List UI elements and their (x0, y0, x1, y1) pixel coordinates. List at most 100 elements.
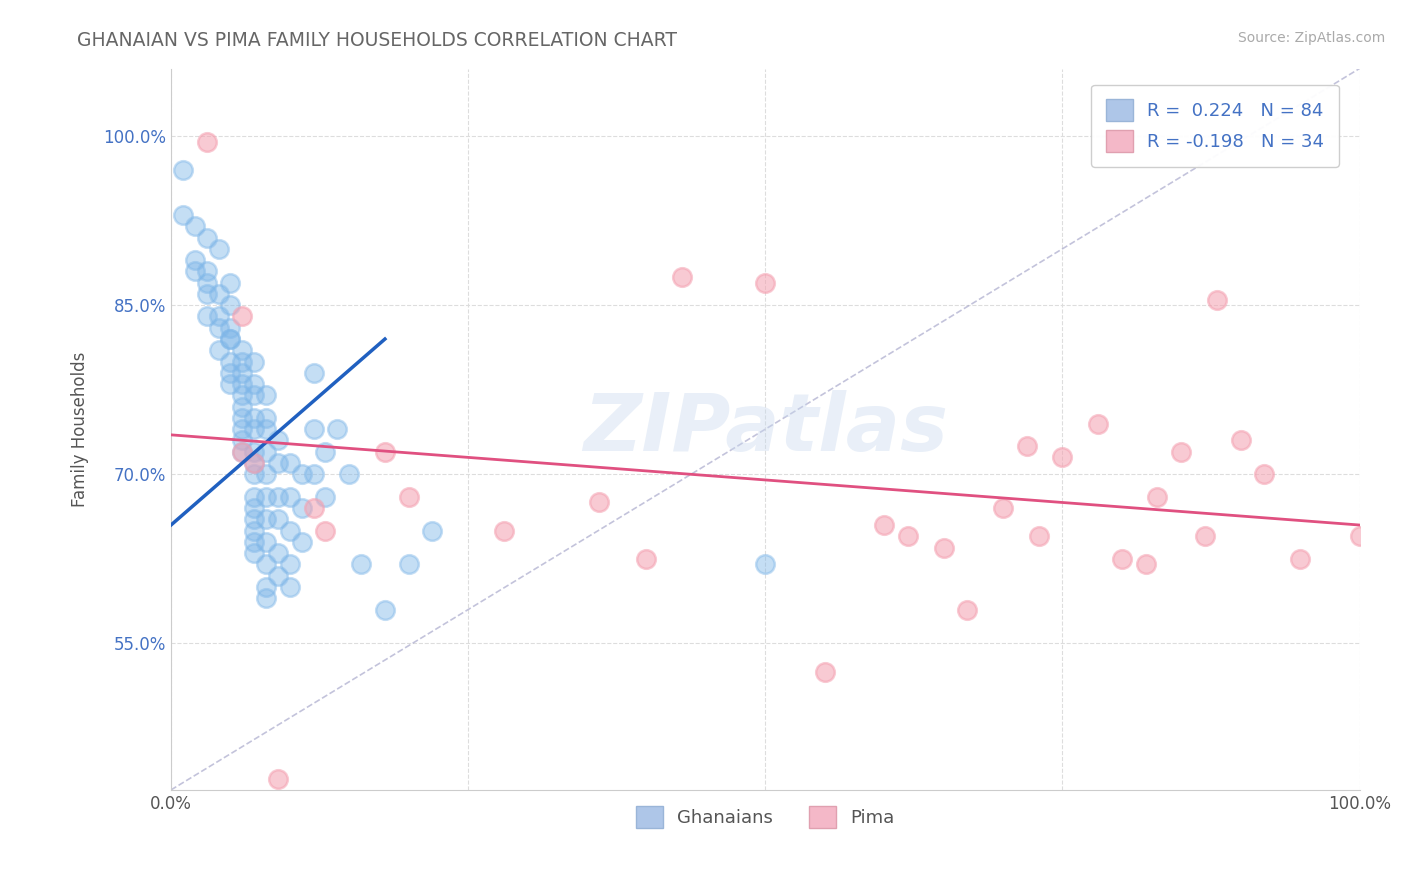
Point (254, 580, 277, 594)
Point (172, 208, 194, 222)
Point (398, 490, 420, 504)
Point (243, 501, 266, 516)
Point (267, 456, 290, 470)
Point (243, 456, 266, 470)
Point (897, 529, 920, 543)
Point (278, 558, 301, 572)
Point (231, 343, 253, 358)
Point (184, 264, 207, 278)
Point (219, 332, 242, 346)
Point (326, 422, 349, 436)
Point (932, 541, 955, 555)
Point (873, 518, 896, 533)
Point (207, 343, 229, 358)
Point (1348, 529, 1371, 543)
Point (1028, 529, 1050, 543)
Y-axis label: Family Households: Family Households (72, 351, 89, 507)
Point (374, 444, 396, 458)
Point (315, 444, 337, 458)
Point (278, 490, 301, 504)
Point (219, 320, 242, 334)
Point (291, 501, 314, 516)
Legend: Ghanaians, Pima: Ghanaians, Pima (628, 798, 903, 835)
Point (195, 135, 218, 149)
Point (302, 467, 325, 482)
Point (243, 354, 266, 368)
Point (243, 388, 266, 402)
Point (219, 298, 242, 312)
Point (231, 444, 253, 458)
Point (1253, 467, 1275, 482)
Point (315, 490, 337, 504)
Point (219, 354, 242, 368)
Point (1146, 490, 1168, 504)
Point (1135, 558, 1157, 572)
Point (231, 366, 253, 380)
Point (337, 467, 360, 482)
Point (374, 602, 396, 616)
Point (422, 524, 444, 538)
Point (1052, 450, 1074, 465)
Point (267, 568, 290, 582)
Point (267, 546, 290, 560)
Point (231, 388, 253, 402)
Point (231, 422, 253, 436)
Point (267, 490, 290, 504)
Point (254, 467, 277, 482)
Point (231, 377, 253, 392)
Point (243, 467, 266, 482)
Point (1015, 439, 1038, 453)
Point (1205, 293, 1227, 307)
Point (350, 558, 373, 572)
Text: ZIPatlas: ZIPatlas (582, 390, 948, 468)
Point (291, 467, 314, 482)
Point (184, 219, 207, 234)
Point (671, 270, 693, 285)
Point (231, 310, 253, 324)
Point (243, 512, 266, 526)
Point (1170, 444, 1192, 458)
Point (243, 535, 266, 549)
Point (254, 411, 277, 425)
Point (278, 456, 301, 470)
Point (754, 276, 776, 290)
Point (254, 535, 277, 549)
Point (991, 501, 1014, 516)
Point (267, 512, 290, 526)
Point (219, 366, 242, 380)
Point (492, 524, 515, 538)
Point (302, 366, 325, 380)
Point (254, 444, 277, 458)
Point (302, 501, 325, 516)
Point (1087, 417, 1109, 431)
Point (231, 434, 253, 448)
Point (243, 422, 266, 436)
Point (231, 411, 253, 425)
Point (636, 552, 658, 566)
Point (278, 580, 301, 594)
Point (195, 264, 218, 278)
Point (243, 546, 266, 560)
Point (754, 558, 776, 572)
Point (243, 377, 266, 392)
Point (267, 772, 290, 786)
Point (195, 230, 218, 244)
Point (207, 310, 229, 324)
Point (1229, 434, 1251, 448)
Point (231, 354, 253, 368)
Point (219, 377, 242, 392)
Point (315, 524, 337, 538)
Point (814, 665, 837, 679)
Point (291, 535, 314, 549)
Point (254, 422, 277, 436)
Point (588, 495, 610, 509)
Text: Source: ZipAtlas.com: Source: ZipAtlas.com (1237, 31, 1385, 45)
Point (302, 422, 325, 436)
Point (254, 558, 277, 572)
Point (254, 512, 277, 526)
Point (207, 320, 229, 334)
Point (278, 524, 301, 538)
Point (243, 411, 266, 425)
Point (956, 602, 979, 616)
Point (243, 456, 266, 470)
